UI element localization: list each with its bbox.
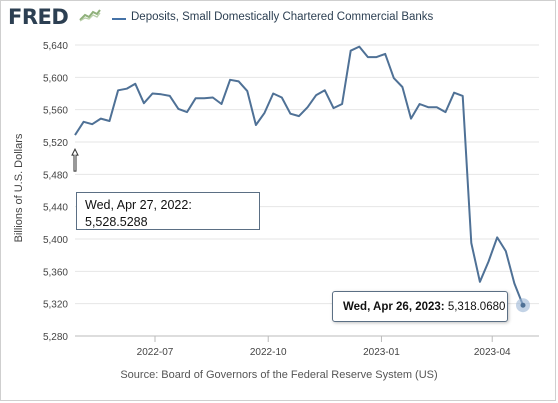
source-note[interactable]: Source: Board of Governors of the Federa… <box>120 369 438 381</box>
y-tick-label: 5,440 <box>43 203 68 214</box>
x-tick-label: 2023-04 <box>474 347 511 358</box>
y-tick-label: 5,560 <box>43 106 68 117</box>
data-point-markers <box>516 298 530 313</box>
start-tooltip: Wed, Apr 27, 2022: 5,528.5288 <box>76 192 260 230</box>
end-tooltip: Wed, Apr 26, 2023: 5,318.0680 <box>332 291 508 322</box>
y-axis-label: Billions of U.S. Dollars <box>13 133 25 242</box>
y-tick-label: 5,360 <box>43 267 68 278</box>
start-marker-icon <box>71 147 79 172</box>
fred-logo[interactable]: FRED <box>8 5 69 29</box>
end-tooltip-value: 5,318.0680 <box>447 300 506 313</box>
start-tooltip-date: Wed, Apr 27, 2022: <box>85 198 192 212</box>
y-tick-label: 5,320 <box>43 300 68 311</box>
start-tooltip-value: 5,528.5288 <box>85 215 148 229</box>
y-tick-label: 5,400 <box>43 235 68 246</box>
sparkline-icon <box>79 9 101 22</box>
y-axis-ticks: 5,280 5,320 5,360 5,400 5,440 5,480 5,520 5,560… <box>43 41 68 343</box>
y-tick-label: 5,520 <box>43 138 68 149</box>
end-tooltip-date: Wed, Apr 26, 2023: <box>343 300 445 313</box>
x-axis-ticks: 2022-07 2022-10 2023-01 2023-04 <box>137 336 511 358</box>
y-tick-label: 5,280 <box>43 332 68 343</box>
x-tick-label: 2022-10 <box>250 347 287 358</box>
y-tick-label: 5,600 <box>43 73 68 84</box>
legend-series-name[interactable]: Deposits, Small Domestically Chartered C… <box>131 11 434 23</box>
start-pointer-icon <box>71 147 79 172</box>
y-tick-label: 5,480 <box>43 170 68 181</box>
legend-swatch <box>112 18 126 20</box>
y-tick-label: 5,640 <box>43 41 68 52</box>
x-tick-label: 2022-07 <box>137 347 174 358</box>
series-line[interactable] <box>74 45 524 306</box>
end-point-marker <box>520 302 526 308</box>
x-tick-label: 2023-01 <box>363 347 400 358</box>
